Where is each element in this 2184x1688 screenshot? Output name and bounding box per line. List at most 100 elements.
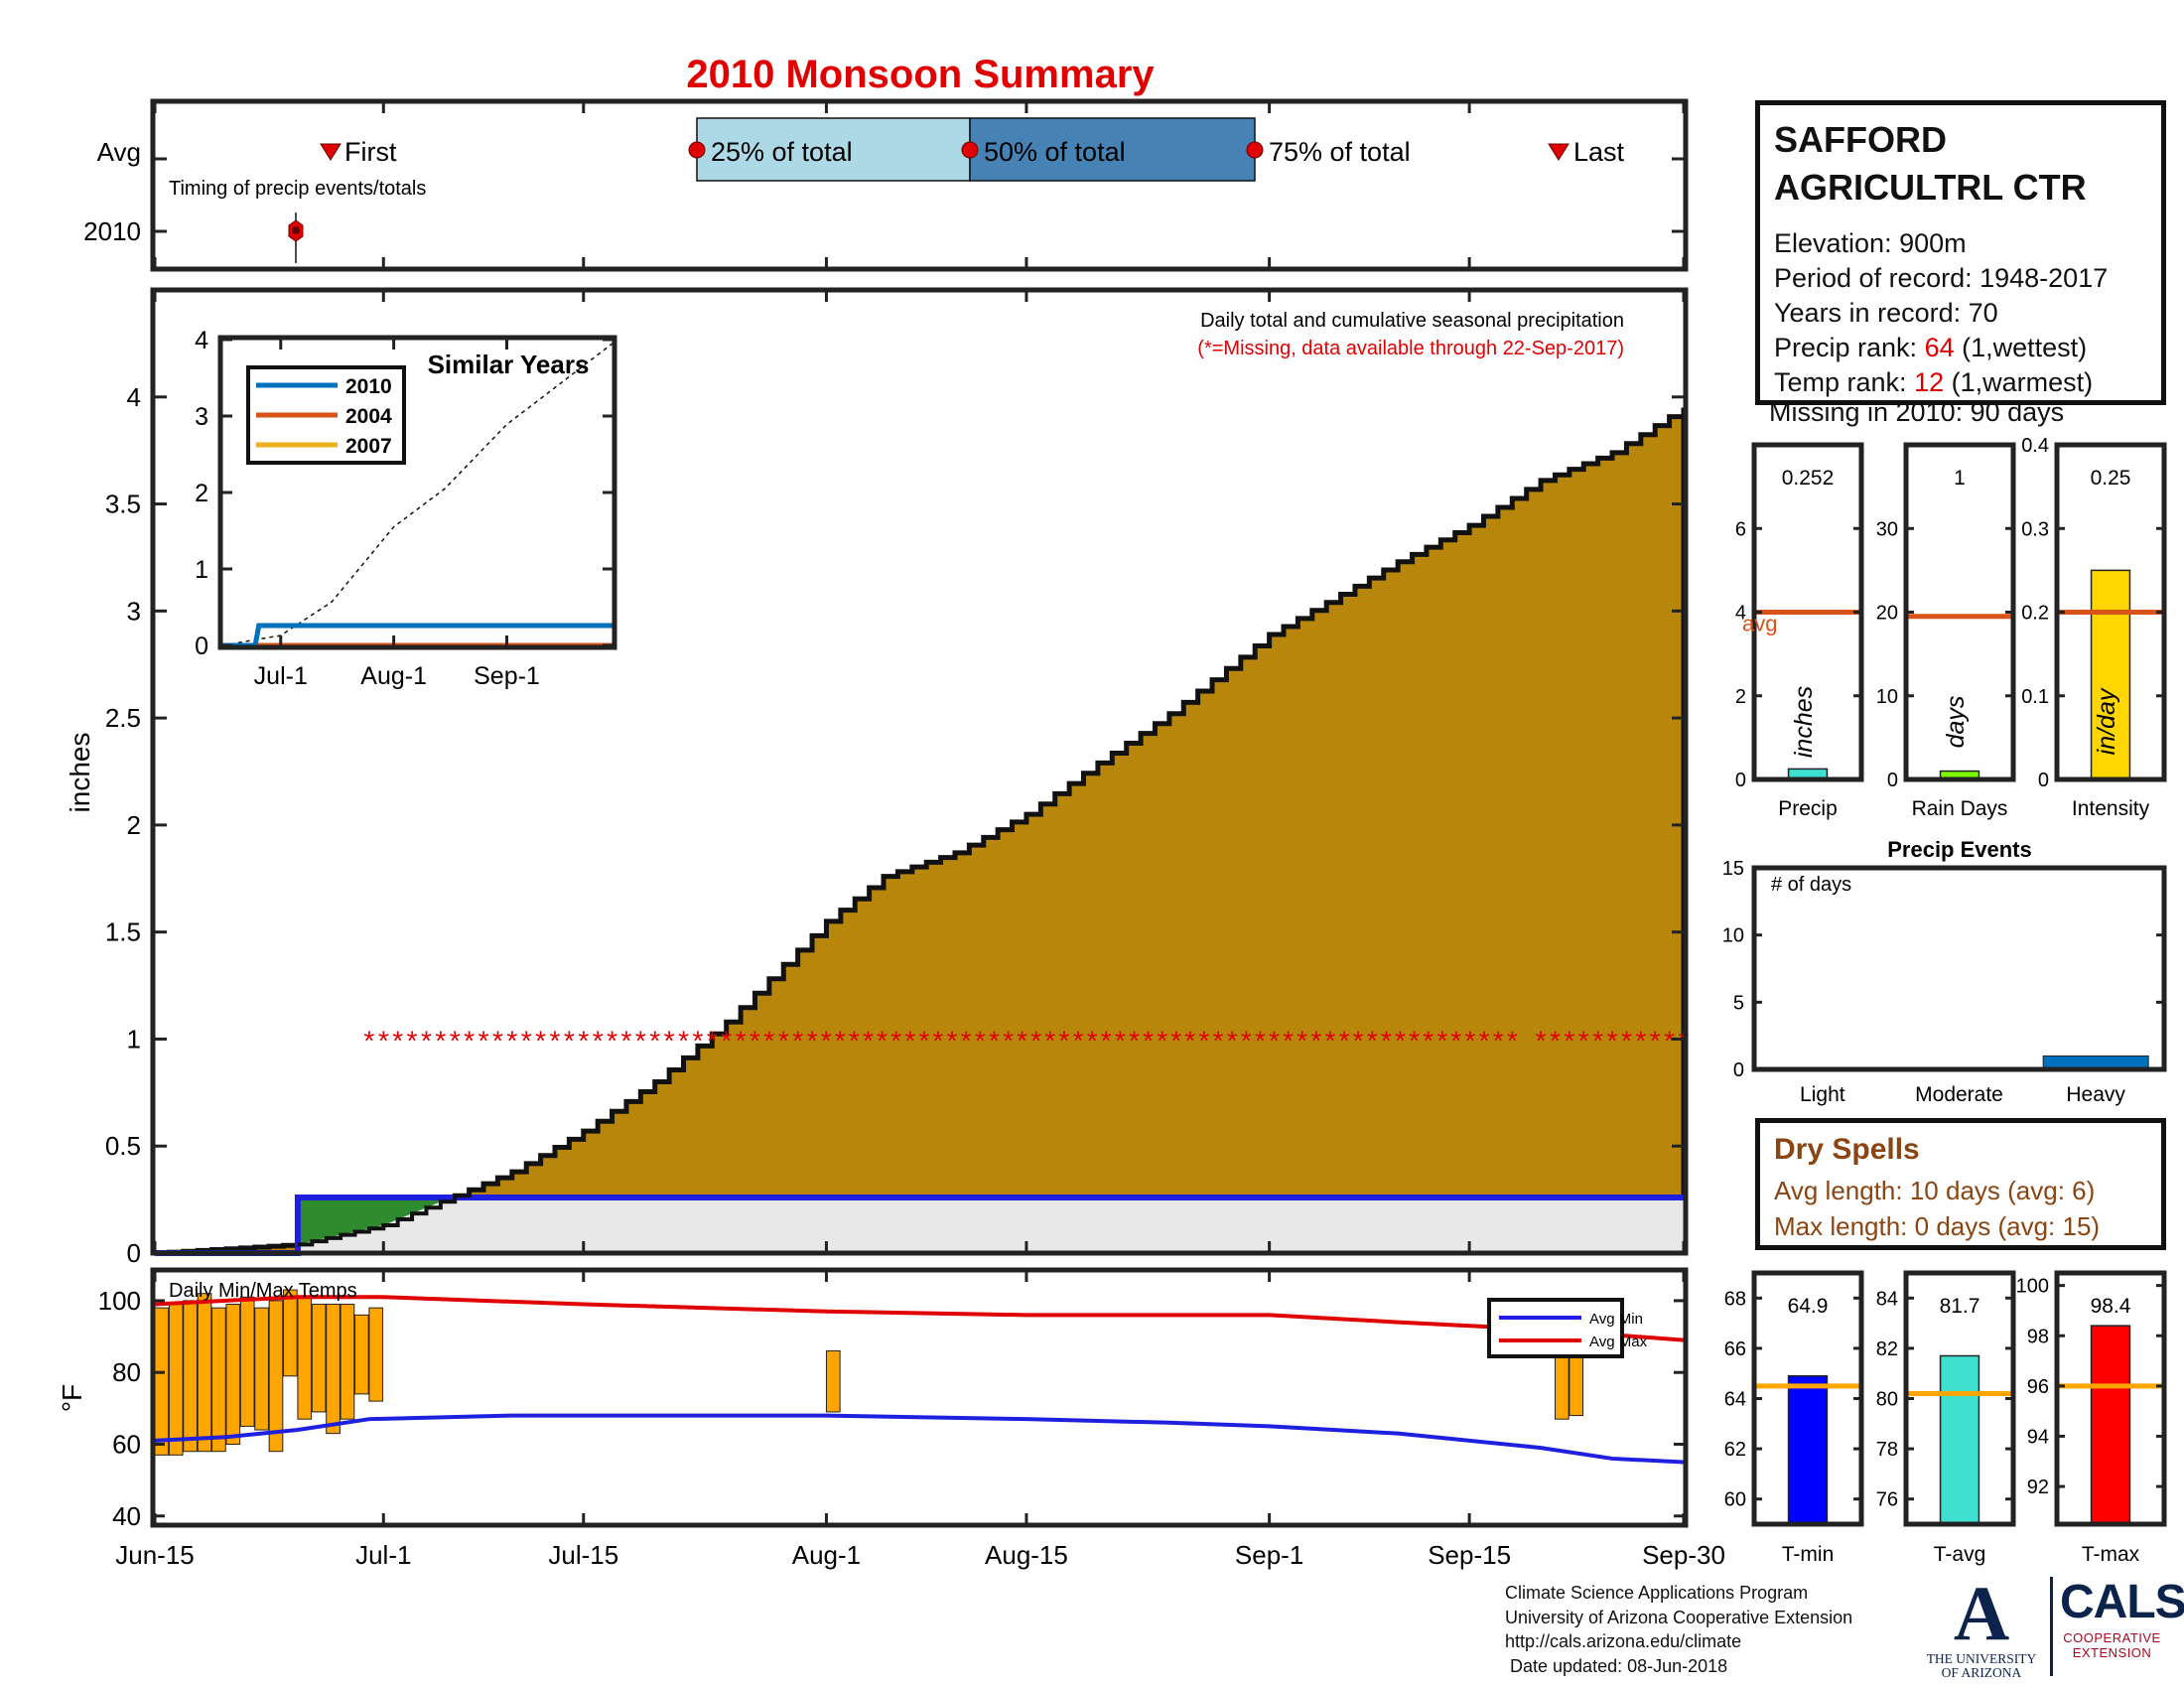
stat-y-tick-label: 68 xyxy=(1724,1288,1746,1310)
stat-panel-frame xyxy=(2054,1270,2167,1527)
first-marker-icon xyxy=(320,143,341,161)
inset-x-tick-label: Aug-1 xyxy=(360,662,427,690)
missing-marker-icon: * xyxy=(933,1025,944,1055)
events-y-tick-label: 0 xyxy=(1733,1059,1744,1081)
events-note: # of days xyxy=(1771,874,1851,896)
dry-spells-box: Dry Spells Avg length: 10 days (avg: 6) … xyxy=(1755,1118,2166,1250)
missing-marker-icon: * xyxy=(1635,1025,1646,1055)
inset-y-tick-label: 3 xyxy=(195,403,208,431)
inset-x-tick-label: Sep-1 xyxy=(474,662,540,690)
missing-marker-icon: * xyxy=(692,1025,703,1055)
temp-range-bar xyxy=(183,1300,198,1453)
missing-marker-icon: * xyxy=(1101,1025,1112,1055)
missing-marker-icon: * xyxy=(904,1025,915,1055)
q50-marker-icon xyxy=(961,141,979,159)
stat-y-tick-label: 100 xyxy=(2016,1276,2049,1298)
cumulative-missing-note: (*=Missing, data available through 22-Se… xyxy=(1197,338,1624,359)
temp-range-bar xyxy=(254,1307,269,1431)
station-period: Period of record: 1948-2017 xyxy=(1774,263,2109,293)
temp-y-tick-label: 80 xyxy=(112,1357,141,1387)
stat-y-tick-label: 30 xyxy=(1876,518,1898,540)
missing-marker-icon: * xyxy=(1607,1025,1618,1055)
missing-marker-icon: * xyxy=(1536,1025,1547,1055)
missing-marker-icon: * xyxy=(1436,1025,1447,1055)
missing-marker-icon: * xyxy=(593,1025,604,1055)
y-tick-label: 4 xyxy=(127,382,141,412)
missing-marker-icon: * xyxy=(450,1025,461,1055)
station-name-line1: SAFFORD xyxy=(1774,119,1947,160)
missing-marker-icon: * xyxy=(1339,1025,1350,1055)
credit-line[interactable]: http://cals.arizona.edu/climate xyxy=(1505,1631,1742,1651)
stat-y-tick-label: 20 xyxy=(1876,603,1898,625)
missing-marker-icon: * xyxy=(1283,1025,1294,1055)
temperature-y-ticks: 40 60 80 100 xyxy=(98,1286,1684,1531)
missing-marker-icon: * xyxy=(1578,1025,1589,1055)
inset-y-tick-label: 2 xyxy=(195,480,208,507)
missing-marker-icon: * xyxy=(363,1025,374,1055)
first-label: First xyxy=(344,137,397,167)
temperature-title: Daily Min/Max Temps xyxy=(169,1280,357,1302)
stat-value-label: 98.4 xyxy=(2091,1295,2131,1318)
ua-a-icon: A xyxy=(1921,1575,2042,1652)
missing-marker-icon: * xyxy=(763,1025,774,1055)
temp-range-bar xyxy=(168,1304,184,1456)
x-tick-label: Jul-1 xyxy=(355,1540,411,1570)
stat-category-label: Intensity xyxy=(2072,797,2150,820)
stat-y-tick-label: 94 xyxy=(2027,1426,2049,1448)
figure-title: 2010 Monsoon Summary xyxy=(686,53,1155,96)
avg-cumulative-line-over xyxy=(297,1188,484,1247)
stat-y-tick-label: 0 xyxy=(1735,770,1746,791)
stat-value-bar xyxy=(1787,1374,1829,1525)
missing-marker-icon: * xyxy=(1073,1025,1084,1055)
date-x-ticks: Jun-15 Jul-1 Jul-15 Aug-1 Aug-15 Sep-1 Sep-15 S… xyxy=(115,103,1725,1570)
missing-marker-icon: * xyxy=(407,1025,418,1055)
temp-y-tick-label: 40 xyxy=(112,1501,141,1531)
stat-avg-label: avg xyxy=(1742,612,1777,636)
events-title: Precip Events xyxy=(1887,837,2032,862)
missing-marker-icon: * xyxy=(975,1025,986,1055)
precip-rank-suffix: (1,wettest) xyxy=(1954,333,2088,362)
station-temp-rank: Temp rank: 12 (1,warmest) xyxy=(1774,367,2093,398)
y-tick-label: 1.5 xyxy=(105,917,141,947)
missing-marker-icon: * xyxy=(378,1025,389,1055)
stat-y-tick-label: 80 xyxy=(1876,1389,1898,1411)
temp-rank-suffix: (1,warmest) xyxy=(1944,367,2094,397)
temperature-frame xyxy=(150,1267,1689,1528)
missing-marker-icon: * xyxy=(1650,1025,1661,1055)
avg-max-line xyxy=(154,1295,1685,1342)
missing-marker-icon: * xyxy=(1479,1025,1490,1055)
events-y-tick-label: 5 xyxy=(1733,992,1744,1014)
missing-marker-icon: * xyxy=(890,1025,901,1055)
university-logo: A THE UNIVERSITY OF ARIZONA xyxy=(1921,1575,2042,1680)
stat-category-label: Rain Days xyxy=(1912,797,2008,820)
events-frame xyxy=(1751,865,2167,1072)
q75-label: 75% of total xyxy=(1269,137,1411,167)
missing-marker-icon: * xyxy=(621,1025,632,1055)
missing-marker-icon: * xyxy=(1030,1025,1041,1055)
event-category-label: Moderate xyxy=(1915,1083,2003,1106)
missing-marker-icon: * xyxy=(778,1025,789,1055)
missing-marker-icon: * xyxy=(989,1025,1000,1055)
q75-marker-icon xyxy=(1246,141,1264,159)
missing-marker-icon: * xyxy=(1621,1025,1632,1055)
avg-min-line xyxy=(154,1413,1685,1465)
cumulative-chart: * * * * * * * * * * * * * * * * * * * * * * * * * * * * * * * * * * * * * * * *… xyxy=(65,287,1690,1268)
ua-line1: THE UNIVERSITY xyxy=(1926,1651,2037,1666)
last-marker-icon xyxy=(1548,143,1570,161)
x-tick-label: Aug-1 xyxy=(792,1540,861,1570)
inset-y-tick-label: 0 xyxy=(195,633,208,660)
cals-wordmark: CALS xyxy=(2060,1576,2184,1628)
stat-y-tick-label: 98 xyxy=(2027,1326,2049,1347)
missing-marker-icon: * xyxy=(736,1025,747,1055)
q25-label: 25% of total xyxy=(711,137,853,167)
missing-marker-icon: * xyxy=(1003,1025,1014,1055)
stat-y-tick-label: 60 xyxy=(1724,1489,1746,1511)
temp-range-bar xyxy=(225,1304,241,1445)
temp-range-bar xyxy=(283,1289,298,1377)
missing-marker-icon: * xyxy=(678,1025,689,1055)
x-tick-label: Sep-15 xyxy=(1428,1540,1511,1570)
stat-value-label: 1 xyxy=(1954,467,1966,490)
missing-marker-icon: * xyxy=(478,1025,489,1055)
temperature-legend-box xyxy=(1487,1298,1624,1358)
